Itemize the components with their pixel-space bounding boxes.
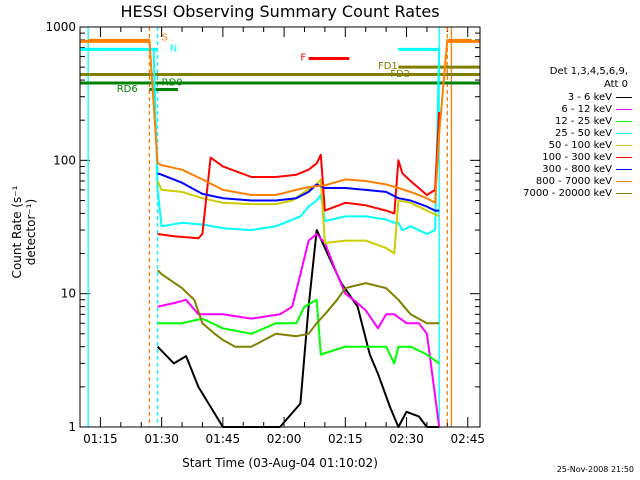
annotation-fd1: FD1: [378, 61, 398, 72]
legend-swatch: [616, 120, 632, 122]
legend-swatch: [616, 96, 632, 98]
axis-ticks-layer: [79, 27, 480, 428]
x-tick-label: 01:15: [83, 432, 118, 446]
annotation-s: S: [162, 32, 168, 43]
legend-swatch: [616, 156, 632, 158]
y-tick-label: 1: [68, 420, 76, 434]
x-tick-label: 02:15: [328, 432, 363, 446]
x-axis-label: Start Time (03-Aug-04 01:10:02): [182, 456, 378, 470]
legend-item: 12 - 25 keV: [484, 115, 632, 127]
legend-label: 12 - 25 keV: [554, 115, 612, 127]
tick-labels-layer: 01:15 01:30 01:45 02:00 02:15 02:30 02:45 1 10 10…: [45, 20, 485, 446]
legend-swatch: [616, 144, 632, 146]
x-tick-label: 02:45: [450, 432, 485, 446]
y-axis-label: Count Rate (s⁻¹ detector⁻¹): [10, 185, 38, 279]
series-line-2: [157, 233, 441, 428]
annotation-fd2: FD2: [390, 69, 410, 80]
legend-item: 50 - 100 keV: [484, 139, 632, 151]
legend-label: 3 - 6 keV: [567, 91, 612, 103]
legend-label: 800 - 7000 keV: [535, 175, 612, 187]
legend-label: 50 - 100 keV: [548, 139, 612, 151]
timestamp: 25-Nov-2008 21:50: [556, 465, 634, 474]
x-tick-label: 01:30: [144, 432, 179, 446]
legend-item: 25 - 50 keV: [484, 127, 632, 139]
legend-item: 6 - 12 keV: [484, 103, 632, 115]
legend: Det 1,3,4,5,6,9, Att 0 3 - 6 keV 6 - 12 k…: [484, 65, 632, 199]
legend-swatch: [616, 168, 632, 170]
x-tick-label: 02:30: [389, 432, 424, 446]
series-line-4: [152, 47, 441, 235]
legend-title-1: Det 1,3,4,5,6,9,: [549, 66, 628, 77]
legend-label: 6 - 12 keV: [561, 103, 612, 115]
annotation-f: F: [300, 53, 306, 64]
legend-item: 3 - 6 keV: [484, 91, 632, 103]
legend-swatch: [616, 180, 632, 182]
y-tick-label: 100: [53, 153, 76, 167]
series-line-8: [88, 38, 472, 204]
y-tick-label: 10: [61, 287, 76, 301]
chart-title: HESSI Observing Summary Count Rates: [120, 2, 440, 21]
x-tick-label: 01:45: [206, 432, 241, 446]
series-line-1: [156, 229, 440, 428]
legend-item: 100 - 300 keV: [484, 151, 632, 163]
series-line-3: [157, 298, 440, 365]
legend-item: 7000 - 20000 keV: [484, 187, 632, 199]
legend-title-2: Att 0: [603, 79, 628, 90]
annotation-rd6: RD6: [117, 84, 138, 95]
x-tick-label: 02:00: [267, 432, 302, 446]
legend-label: 300 - 800 keV: [542, 163, 612, 175]
legend-item: 300 - 800 keV: [484, 163, 632, 175]
series-layer: [88, 38, 472, 428]
legend-swatch: [616, 108, 632, 110]
legend-swatch: [616, 192, 632, 194]
legend-label: 7000 - 20000 keV: [523, 187, 612, 199]
series-line-7: [157, 172, 440, 212]
annotation-n: N: [170, 44, 177, 55]
legend-label: 100 - 300 keV: [542, 151, 612, 163]
legend-item: 800 - 7000 keV: [484, 175, 632, 187]
y-tick-label: 1000: [45, 20, 76, 34]
series-line-9: [156, 269, 440, 348]
legend-label: 25 - 50 keV: [554, 127, 612, 139]
annotation-rd0: RD0: [162, 78, 183, 89]
legend-swatch: [616, 132, 632, 134]
plot-frame: [79, 26, 481, 428]
